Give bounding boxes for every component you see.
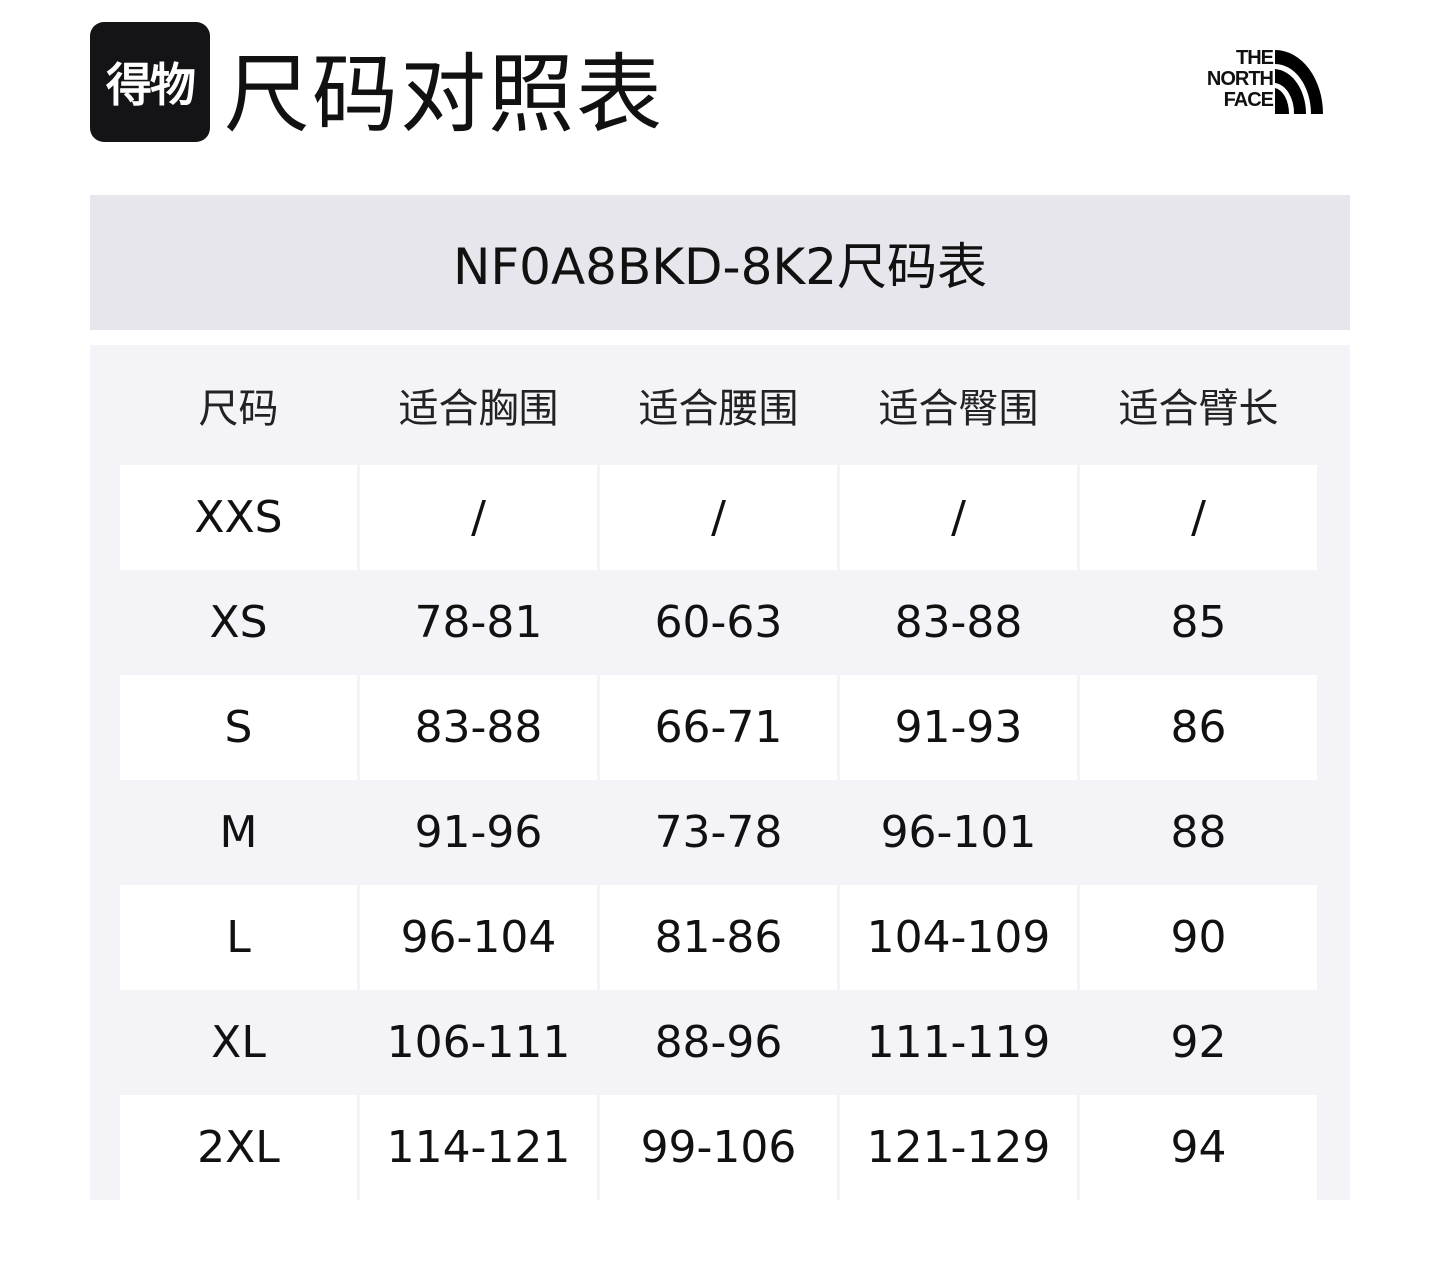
table-row: S 83-88 66-71 91-93 86	[120, 675, 1317, 780]
column-header: 尺码	[198, 386, 279, 432]
column-header: 适合臀围	[878, 386, 1039, 432]
measurement-cell: 114-121	[360, 1095, 597, 1200]
measurement-cell: 78-81	[414, 597, 543, 648]
measurement-cell: 96-104	[360, 885, 597, 990]
the-north-face-logo: THE NORTH FACE	[1180, 48, 1325, 116]
measurement-cell: 104-109	[840, 885, 1077, 990]
half-dome-icon	[1275, 50, 1323, 114]
column-header: 适合腰围	[638, 386, 799, 432]
size-cell: XL	[211, 1017, 266, 1068]
measurement-cell: 90	[1080, 885, 1317, 990]
measurement-cell: 99-106	[600, 1095, 837, 1200]
table-title-band: NF0A8BKD-8K2尺码表	[90, 195, 1350, 330]
measurement-cell: 96-101	[880, 807, 1037, 858]
size-cell: L	[120, 885, 357, 990]
measurement-cell: 83-88	[360, 675, 597, 780]
table-row: L 96-104 81-86 104-109 90	[120, 885, 1317, 990]
measurement-cell: /	[360, 465, 597, 570]
measurement-cell: /	[840, 465, 1077, 570]
measurement-cell: 81-86	[600, 885, 837, 990]
size-cell: S	[120, 675, 357, 780]
measurement-cell: 91-93	[840, 675, 1077, 780]
measurement-cell: 88	[1170, 807, 1227, 858]
measurement-cell: /	[600, 465, 837, 570]
size-cell: XS	[209, 597, 268, 648]
size-cell: 2XL	[120, 1095, 357, 1200]
table-row: XL 106-111 88-96 111-119 92	[120, 990, 1317, 1095]
size-cell: XXS	[120, 465, 357, 570]
measurement-cell: /	[1080, 465, 1317, 570]
table-row: 2XL 114-121 99-106 121-129 94	[120, 1095, 1317, 1200]
measurement-cell: 85	[1170, 597, 1227, 648]
size-cell: M	[219, 807, 258, 858]
column-header: 适合臂长	[1118, 386, 1279, 432]
measurement-cell: 73-78	[654, 807, 783, 858]
dewu-logo-badge: 得物	[90, 22, 210, 142]
logo-wordmark: THE NORTH FACE	[1206, 47, 1274, 111]
measurement-cell: 94	[1080, 1095, 1317, 1200]
measurement-cell: 60-63	[654, 597, 783, 648]
table-header-row: 尺码 适合胸围 适合腰围 适合臀围 适合臂长	[120, 345, 1317, 465]
measurement-cell: 92	[1170, 1017, 1227, 1068]
table-row: M 91-96 73-78 96-101 88	[120, 780, 1317, 885]
page-title: 尺码对照表	[224, 45, 664, 145]
column-header: 适合胸围	[398, 386, 559, 432]
measurement-cell: 88-96	[654, 1017, 783, 1068]
badge-text: 得物	[106, 58, 196, 112]
table-row: XXS / / / /	[120, 465, 1317, 570]
table-row: XS 78-81 60-63 83-88 85	[120, 570, 1317, 675]
table-title: NF0A8BKD-8K2尺码表	[452, 237, 988, 296]
measurement-cell: 121-129	[840, 1095, 1077, 1200]
measurement-cell: 66-71	[600, 675, 837, 780]
measurement-cell: 91-96	[414, 807, 543, 858]
measurement-cell: 111-119	[866, 1017, 1051, 1068]
measurement-cell: 106-111	[386, 1017, 571, 1068]
size-table: 尺码 适合胸围 适合腰围 适合臀围 适合臂长 XXS / / / / XS 78-81 60-…	[90, 345, 1350, 1200]
measurement-cell: 86	[1080, 675, 1317, 780]
measurement-cell: 83-88	[894, 597, 1023, 648]
